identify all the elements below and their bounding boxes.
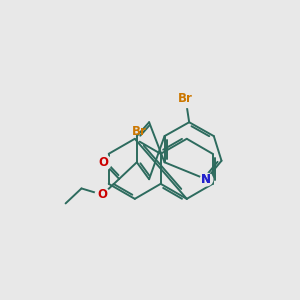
- Text: N: N: [201, 173, 211, 186]
- Text: Br: Br: [178, 92, 193, 105]
- Text: O: O: [98, 156, 108, 169]
- Text: O: O: [98, 188, 107, 201]
- Text: Br: Br: [132, 124, 147, 137]
- Text: N: N: [201, 173, 211, 186]
